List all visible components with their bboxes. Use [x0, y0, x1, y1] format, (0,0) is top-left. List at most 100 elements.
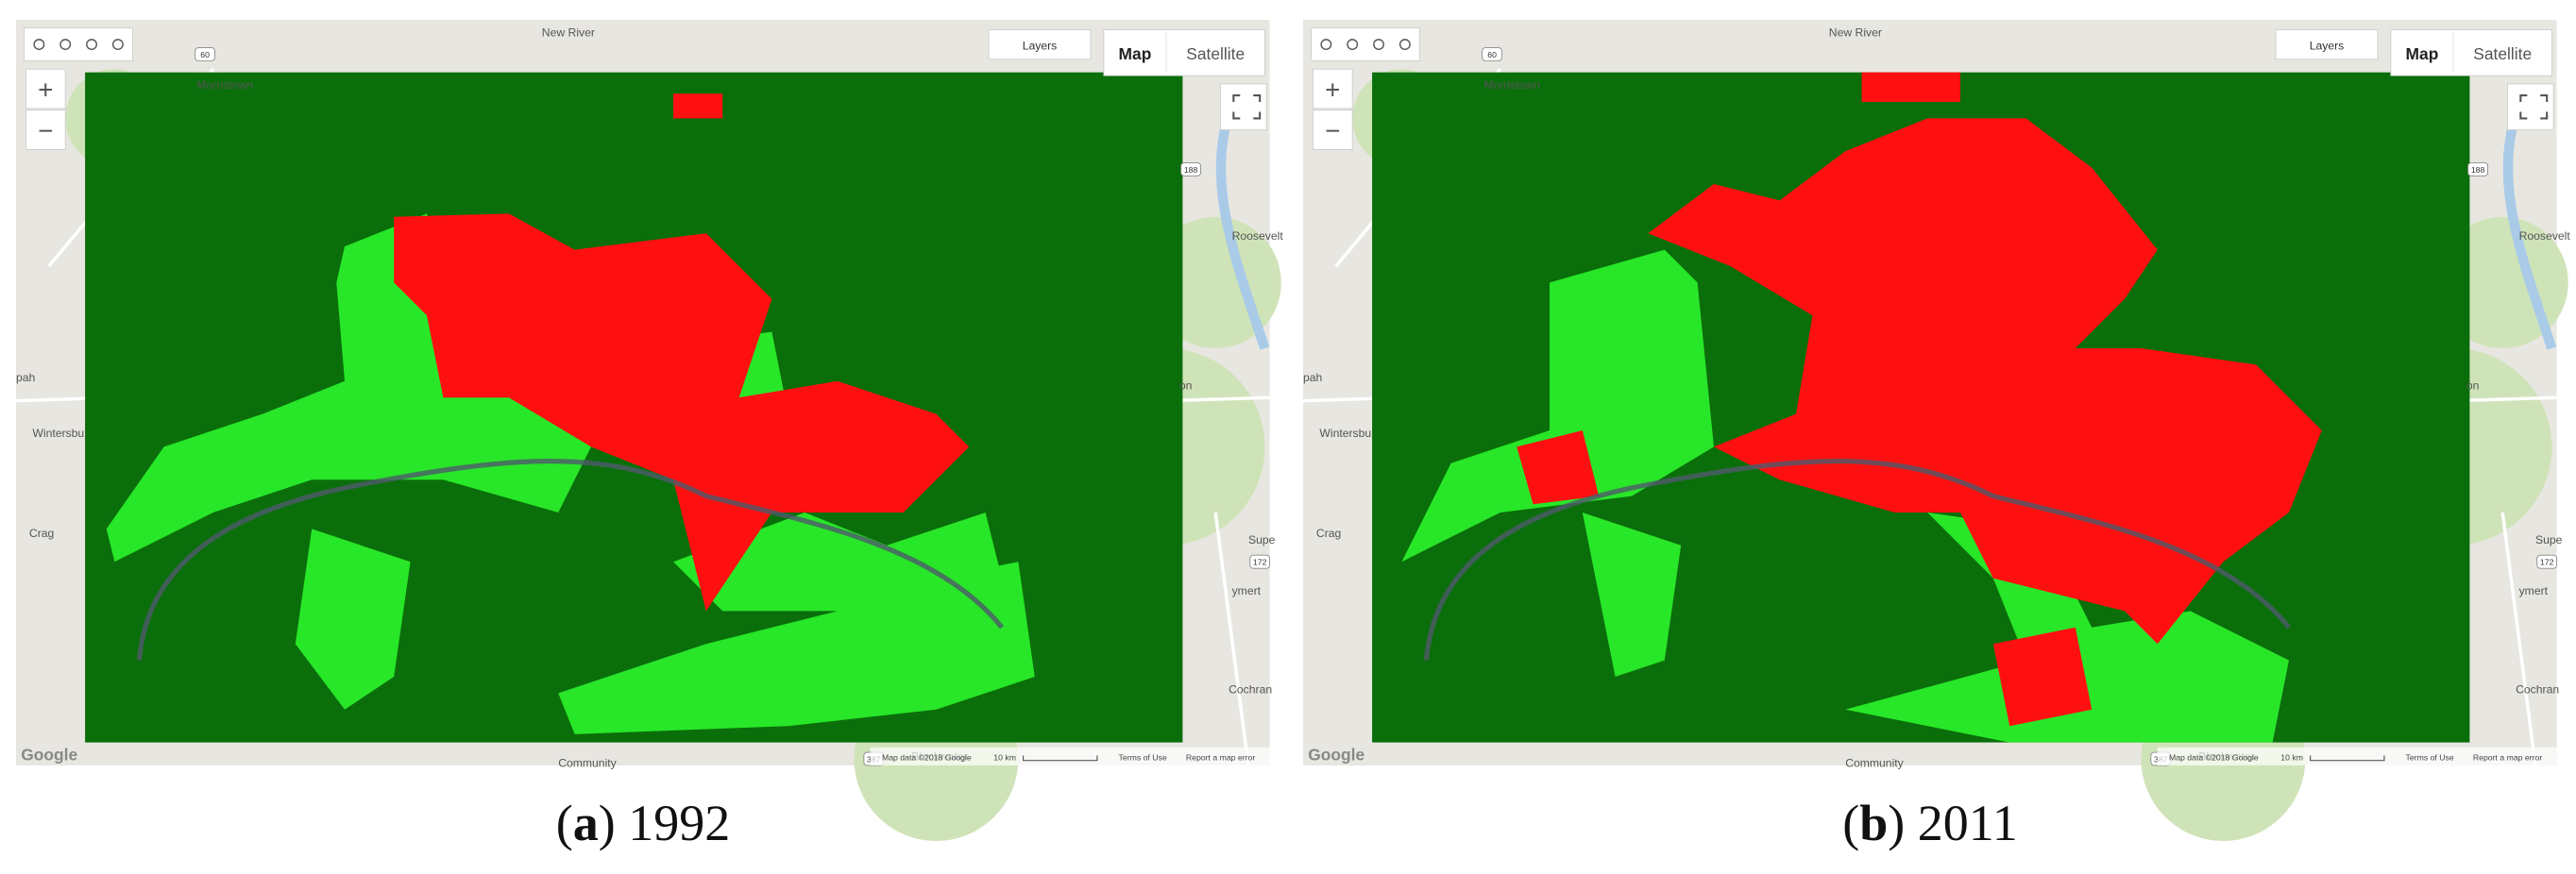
route-number: 188	[2471, 165, 2485, 175]
place-label: Crag	[1316, 527, 1341, 540]
toolbar-icon[interactable]	[111, 39, 124, 51]
road	[15, 68, 1270, 766]
place-label: New River	[1829, 25, 1882, 39]
satellite-button[interactable]: Satellite	[1186, 44, 1245, 63]
route-shield	[195, 47, 215, 61]
zoom-out-label: −	[1325, 116, 1340, 145]
caption: (a) 1992	[556, 795, 730, 851]
toolbar-icon[interactable]	[59, 39, 72, 51]
footer-bar	[870, 747, 1270, 765]
caption-part: (	[1842, 795, 1859, 851]
report-link[interactable]: Report a map error	[2473, 753, 2542, 763]
agriculture-area	[1582, 513, 1682, 677]
park	[2436, 216, 2568, 348]
agriculture-area	[1845, 513, 2289, 743]
attribution: Map data ©2018 Google	[882, 753, 972, 763]
agriculture-area	[1401, 249, 1714, 563]
scale-label: 10 km	[993, 753, 1016, 763]
fullscreen-button[interactable]	[1219, 83, 1267, 131]
place-label: Community	[1845, 757, 1904, 770]
map-button[interactable]: Map	[1119, 44, 1152, 63]
footer-bar	[2157, 747, 2557, 765]
route-number: 172	[2540, 558, 2554, 567]
route-shield	[1482, 47, 1502, 61]
zoom-in-label: +	[1325, 76, 1340, 105]
map-type-control	[2390, 29, 2552, 76]
toolbar-icon[interactable]	[1373, 39, 1384, 51]
zoom-in-button[interactable]	[25, 68, 66, 109]
place-label: ymert	[2519, 584, 2549, 597]
drawing-toolbar	[1311, 27, 1420, 61]
layers-button[interactable]	[988, 29, 1092, 60]
zoom-out-label: −	[38, 116, 53, 145]
place-label: Supe	[1248, 533, 1276, 546]
fullscreen-button[interactable]	[2506, 83, 2554, 131]
map-panel: New River Morristown Roosevelt pah Wintersbu…	[1302, 20, 2571, 841]
place-label: on	[2466, 379, 2480, 393]
agriculture-area	[295, 529, 411, 710]
fullscreen-icon	[1232, 93, 1262, 120]
scale-bar	[2310, 755, 2385, 762]
terms-link[interactable]: Terms of Use	[1119, 753, 1167, 763]
fullscreen-icon	[2519, 93, 2549, 120]
attribution: Map data ©2018 Google	[2169, 753, 2259, 763]
layers-button[interactable]	[2275, 29, 2379, 60]
road	[1302, 68, 2557, 766]
place-label: Morristown	[1483, 78, 1540, 92]
urban-area	[1861, 72, 1960, 102]
place-label: Roosevelt	[2519, 229, 2571, 243]
map-type-control	[1103, 29, 1265, 76]
agriculture-area	[558, 562, 1035, 734]
place-label: Cochran	[1229, 682, 1272, 696]
river-channel	[1423, 459, 2292, 661]
map-button[interactable]: Map	[2406, 44, 2439, 63]
toolbar-icon[interactable]	[1398, 39, 1411, 51]
zoom-in-button[interactable]	[1313, 68, 1353, 109]
place-label: Crag	[29, 527, 54, 540]
urban-area	[1992, 627, 2093, 727]
map-panel: New River Morristown Roosevelt pah Wintersbu…	[15, 20, 1284, 841]
urban-area	[1648, 118, 2322, 645]
route-number: 60	[200, 50, 210, 59]
route-shield	[1180, 161, 1201, 176]
caption-part: b	[1859, 795, 1888, 851]
river-channel	[136, 459, 1005, 661]
toolbar-icon[interactable]	[1320, 39, 1332, 51]
urban-area	[1517, 430, 1600, 505]
zoom-out-button[interactable]	[25, 109, 66, 150]
place-label: New River	[542, 25, 595, 39]
place-label: Community	[558, 757, 617, 770]
report-link[interactable]: Report a map error	[1186, 753, 1255, 763]
place-label: Morristown	[196, 78, 253, 92]
place-label: on	[1179, 379, 1193, 393]
place-label: pah	[16, 371, 35, 384]
place-label: Roosevelt	[1232, 229, 1284, 243]
place-label: Wintersbu	[32, 427, 84, 440]
urban-area	[673, 93, 723, 119]
caption-part: (	[556, 795, 573, 851]
caption: (b) 2011	[1842, 795, 2018, 851]
zoom-out-button[interactable]	[1313, 109, 1353, 150]
caption-part: ) 2011	[1888, 795, 2017, 851]
google-logo: Google	[21, 746, 77, 765]
scale-label: 10 km	[2280, 753, 2303, 763]
toolbar-icon[interactable]	[86, 39, 97, 51]
route-shield	[2536, 554, 2558, 569]
scale-bar	[1023, 755, 1098, 762]
place-label: ymert	[1232, 584, 1262, 597]
terms-link[interactable]: Terms of Use	[2406, 753, 2454, 763]
urban-area	[394, 213, 970, 612]
route-number: 188	[1184, 165, 1198, 175]
zoom-in-label: +	[38, 76, 53, 105]
caption-part: ) 1992	[599, 795, 730, 851]
satellite-button[interactable]: Satellite	[2473, 44, 2532, 63]
route-shield	[2467, 161, 2488, 176]
caption-part: a	[573, 795, 599, 851]
route-shield	[1249, 554, 1271, 569]
layers-label: Layers	[1023, 39, 1058, 52]
google-logo: Google	[1308, 746, 1364, 765]
place-label: Supe	[2535, 533, 2563, 546]
toolbar-icon[interactable]	[1347, 39, 1359, 51]
toolbar-icon[interactable]	[33, 39, 45, 51]
